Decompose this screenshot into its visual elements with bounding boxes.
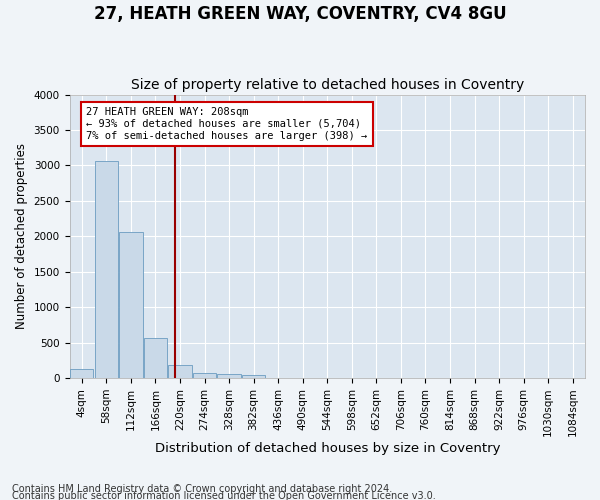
Bar <box>242 375 265 378</box>
Text: Contains HM Land Registry data © Crown copyright and database right 2024.: Contains HM Land Registry data © Crown c… <box>12 484 392 494</box>
Text: Contains public sector information licensed under the Open Government Licence v3: Contains public sector information licen… <box>12 491 436 500</box>
Text: 27 HEATH GREEN WAY: 208sqm
← 93% of detached houses are smaller (5,704)
7% of se: 27 HEATH GREEN WAY: 208sqm ← 93% of deta… <box>86 108 367 140</box>
Bar <box>169 364 191 378</box>
Bar <box>144 338 167 378</box>
Bar <box>119 232 143 378</box>
Bar <box>217 374 241 378</box>
Title: Size of property relative to detached houses in Coventry: Size of property relative to detached ho… <box>131 78 524 92</box>
Bar <box>70 369 94 378</box>
Text: 27, HEATH GREEN WAY, COVENTRY, CV4 8GU: 27, HEATH GREEN WAY, COVENTRY, CV4 8GU <box>94 5 506 23</box>
Bar <box>95 161 118 378</box>
Y-axis label: Number of detached properties: Number of detached properties <box>15 144 28 330</box>
X-axis label: Distribution of detached houses by size in Coventry: Distribution of detached houses by size … <box>155 442 500 455</box>
Bar <box>193 373 216 378</box>
